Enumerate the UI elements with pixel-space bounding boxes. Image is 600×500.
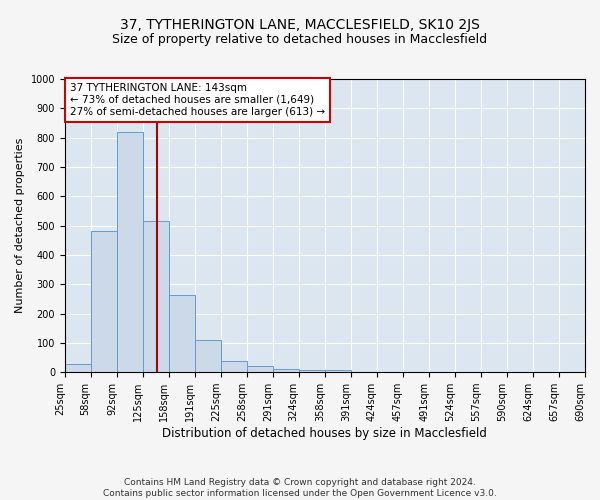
Bar — [273, 370, 299, 372]
Bar — [325, 370, 351, 372]
Bar — [65, 364, 91, 372]
Y-axis label: Number of detached properties: Number of detached properties — [15, 138, 25, 314]
Text: Size of property relative to detached houses in Macclesfield: Size of property relative to detached ho… — [112, 32, 488, 46]
Text: 37 TYTHERINGTON LANE: 143sqm
← 73% of detached houses are smaller (1,649)
27% of: 37 TYTHERINGTON LANE: 143sqm ← 73% of de… — [70, 84, 325, 116]
Text: Contains HM Land Registry data © Crown copyright and database right 2024.
Contai: Contains HM Land Registry data © Crown c… — [103, 478, 497, 498]
Bar — [221, 361, 247, 372]
Bar — [91, 232, 117, 372]
Text: 37, TYTHERINGTON LANE, MACCLESFIELD, SK10 2JS: 37, TYTHERINGTON LANE, MACCLESFIELD, SK1… — [120, 18, 480, 32]
Bar — [143, 221, 169, 372]
Bar — [117, 132, 143, 372]
Bar — [299, 370, 325, 372]
Bar — [169, 294, 194, 372]
Bar — [194, 340, 221, 372]
Bar — [247, 366, 273, 372]
X-axis label: Distribution of detached houses by size in Macclesfield: Distribution of detached houses by size … — [163, 427, 487, 440]
